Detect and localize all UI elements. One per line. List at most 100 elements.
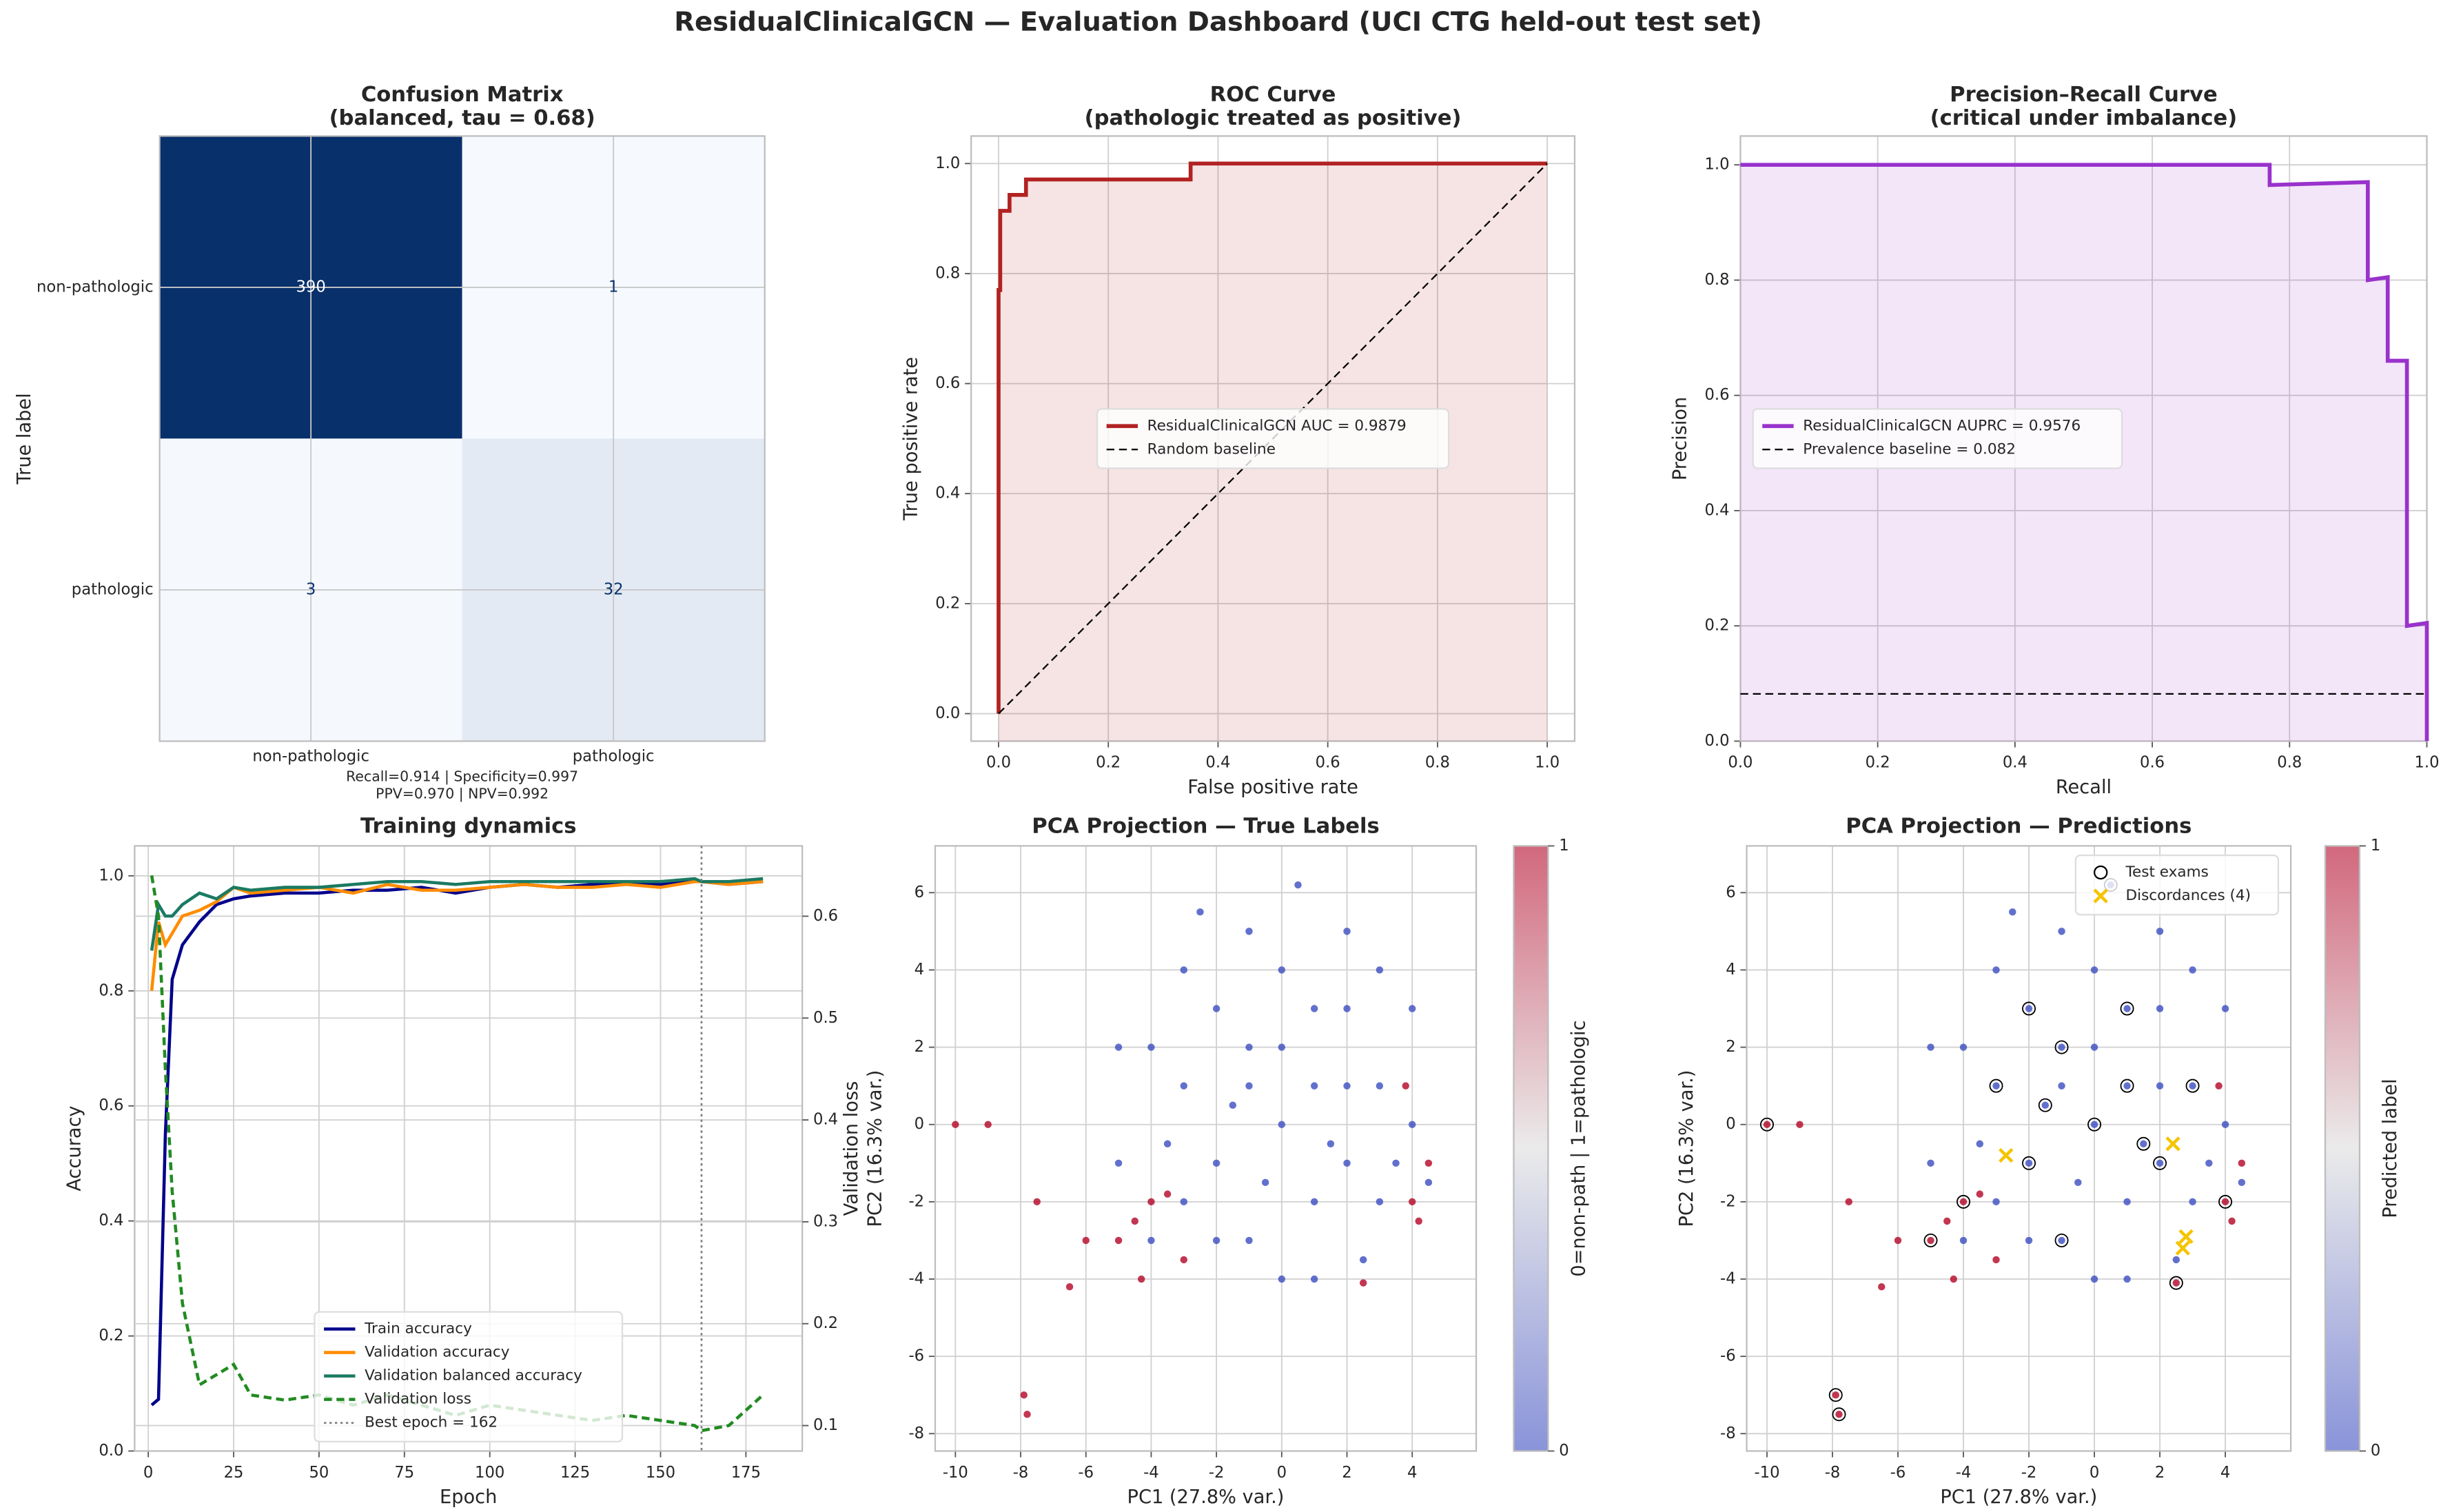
y-tick-label: 0.0	[935, 704, 960, 722]
point	[2009, 908, 2016, 916]
y-tick-label: -4	[1720, 1270, 1736, 1288]
point	[1023, 1411, 1031, 1418]
point	[1114, 1236, 1123, 1245]
y-tick-label: pathologic	[72, 580, 154, 598]
point	[1796, 1121, 1804, 1128]
point	[1950, 1275, 1957, 1283]
point	[1138, 1275, 1145, 1283]
line	[1740, 163, 2429, 742]
x-tick-label: -6	[1078, 1464, 1094, 1482]
x-tick-label: 100	[475, 1464, 504, 1482]
x-tick-label: 125	[560, 1464, 590, 1482]
point	[1278, 1121, 1286, 1128]
test-marker	[1957, 1194, 1971, 1209]
point	[1114, 1043, 1123, 1051]
x-tick-label: -2	[2021, 1464, 2037, 1482]
y-tick-label: -8	[1720, 1424, 1736, 1442]
point	[1294, 881, 1302, 889]
y-tick-label: 0.2	[1705, 617, 1730, 635]
point	[2215, 1082, 2223, 1090]
y-tick-label: 6	[1726, 883, 1735, 901]
plot-frame	[1746, 845, 2292, 1452]
cell-label: 390	[296, 278, 326, 296]
y-tick-label: 1.0	[935, 154, 960, 172]
x-axis-label: PC1 (27.8% var.)	[1127, 1487, 1285, 1508]
point	[1408, 1121, 1416, 1128]
legend-label: Random baseline	[1147, 440, 1276, 458]
point	[952, 1121, 959, 1128]
test-marker	[2136, 1136, 2151, 1151]
x-tick-label: -4	[1143, 1464, 1159, 1482]
point	[2058, 1082, 2065, 1090]
point	[1959, 1043, 1968, 1051]
x-tick-label: -10	[943, 1464, 968, 1482]
x-tick-label: 75	[394, 1464, 414, 1482]
point	[1196, 908, 1204, 916]
point	[2074, 1178, 2082, 1187]
x-tick-label: 0.2	[1096, 754, 1121, 772]
y-axis-label: True positive rate	[900, 357, 921, 521]
legend-box	[314, 1311, 624, 1443]
point	[1376, 1082, 1384, 1090]
point	[2123, 1198, 2131, 1206]
point	[1992, 1198, 2000, 1206]
point	[2156, 1159, 2164, 1167]
chart-title: Confusion Matrix	[361, 83, 564, 107]
y-tick-label: 1.0	[1705, 156, 1730, 174]
point	[1763, 1121, 1771, 1128]
point	[1245, 1082, 1253, 1090]
point	[2025, 1236, 2033, 1245]
point	[1020, 1391, 1028, 1399]
point	[2123, 1275, 2131, 1283]
x-tick-label: 2	[1342, 1464, 1351, 1482]
cell-label: 3	[306, 580, 316, 598]
point	[1033, 1198, 1041, 1206]
legend-label: Prevalence baseline = 0.082	[1803, 440, 2016, 458]
point	[1180, 1082, 1187, 1090]
y-tick-label: 0.4	[935, 484, 960, 502]
legend-box	[1096, 408, 1450, 469]
point	[2156, 928, 2164, 935]
point	[1408, 1198, 1416, 1206]
point	[1343, 1082, 1351, 1090]
chart-title: Training dynamics	[360, 815, 576, 839]
test-marker	[2087, 1117, 2102, 1132]
point	[2189, 966, 2196, 974]
point	[1180, 966, 1187, 974]
chart-subtitle: (balanced, tau = 0.68)	[329, 106, 595, 130]
point	[1180, 1256, 1187, 1264]
point	[1894, 1236, 1902, 1245]
point	[1992, 1082, 2000, 1090]
chart-title: PCA Projection — Predictions	[1846, 815, 2192, 839]
y-tick-label: 4	[915, 961, 924, 979]
point	[1212, 1005, 1220, 1012]
line	[997, 161, 1548, 714]
x-tick-label: 25	[224, 1464, 244, 1482]
point	[1359, 1256, 1367, 1264]
chart-title: PCA Projection — True Labels	[1032, 815, 1379, 839]
y-axis-label: Accuracy	[64, 1105, 85, 1191]
point	[2090, 1121, 2098, 1128]
point	[1245, 1043, 1253, 1051]
y-tick-label: 0.6	[99, 1096, 123, 1114]
chart-subtitle: (critical under imbalance)	[1930, 106, 2238, 130]
point	[1114, 1159, 1123, 1167]
y2-tick-label: 0.4	[813, 1111, 838, 1129]
plot-frame	[159, 135, 766, 742]
point	[2090, 1043, 2098, 1051]
x-tick-label: 0.4	[2003, 754, 2027, 772]
point	[2058, 1043, 2065, 1051]
point	[1147, 1236, 1155, 1245]
colorbar-tick-label: 0	[2371, 1442, 2380, 1460]
y-tick-label: -8	[908, 1424, 924, 1442]
x-tick-label: 0	[1277, 1464, 1287, 1482]
point	[1976, 1140, 1984, 1147]
x-tick-label: 0.6	[2140, 754, 2165, 772]
x-tick-label: 0.0	[986, 754, 1011, 772]
x-tick-label: 0	[143, 1464, 153, 1482]
y-axis-label: True label	[14, 393, 35, 484]
point	[1065, 1283, 1074, 1291]
legend-label: Best epoch = 162	[365, 1414, 498, 1431]
y2-tick-label: 0.3	[813, 1212, 838, 1230]
y-tick-label: 0.0	[99, 1442, 123, 1460]
